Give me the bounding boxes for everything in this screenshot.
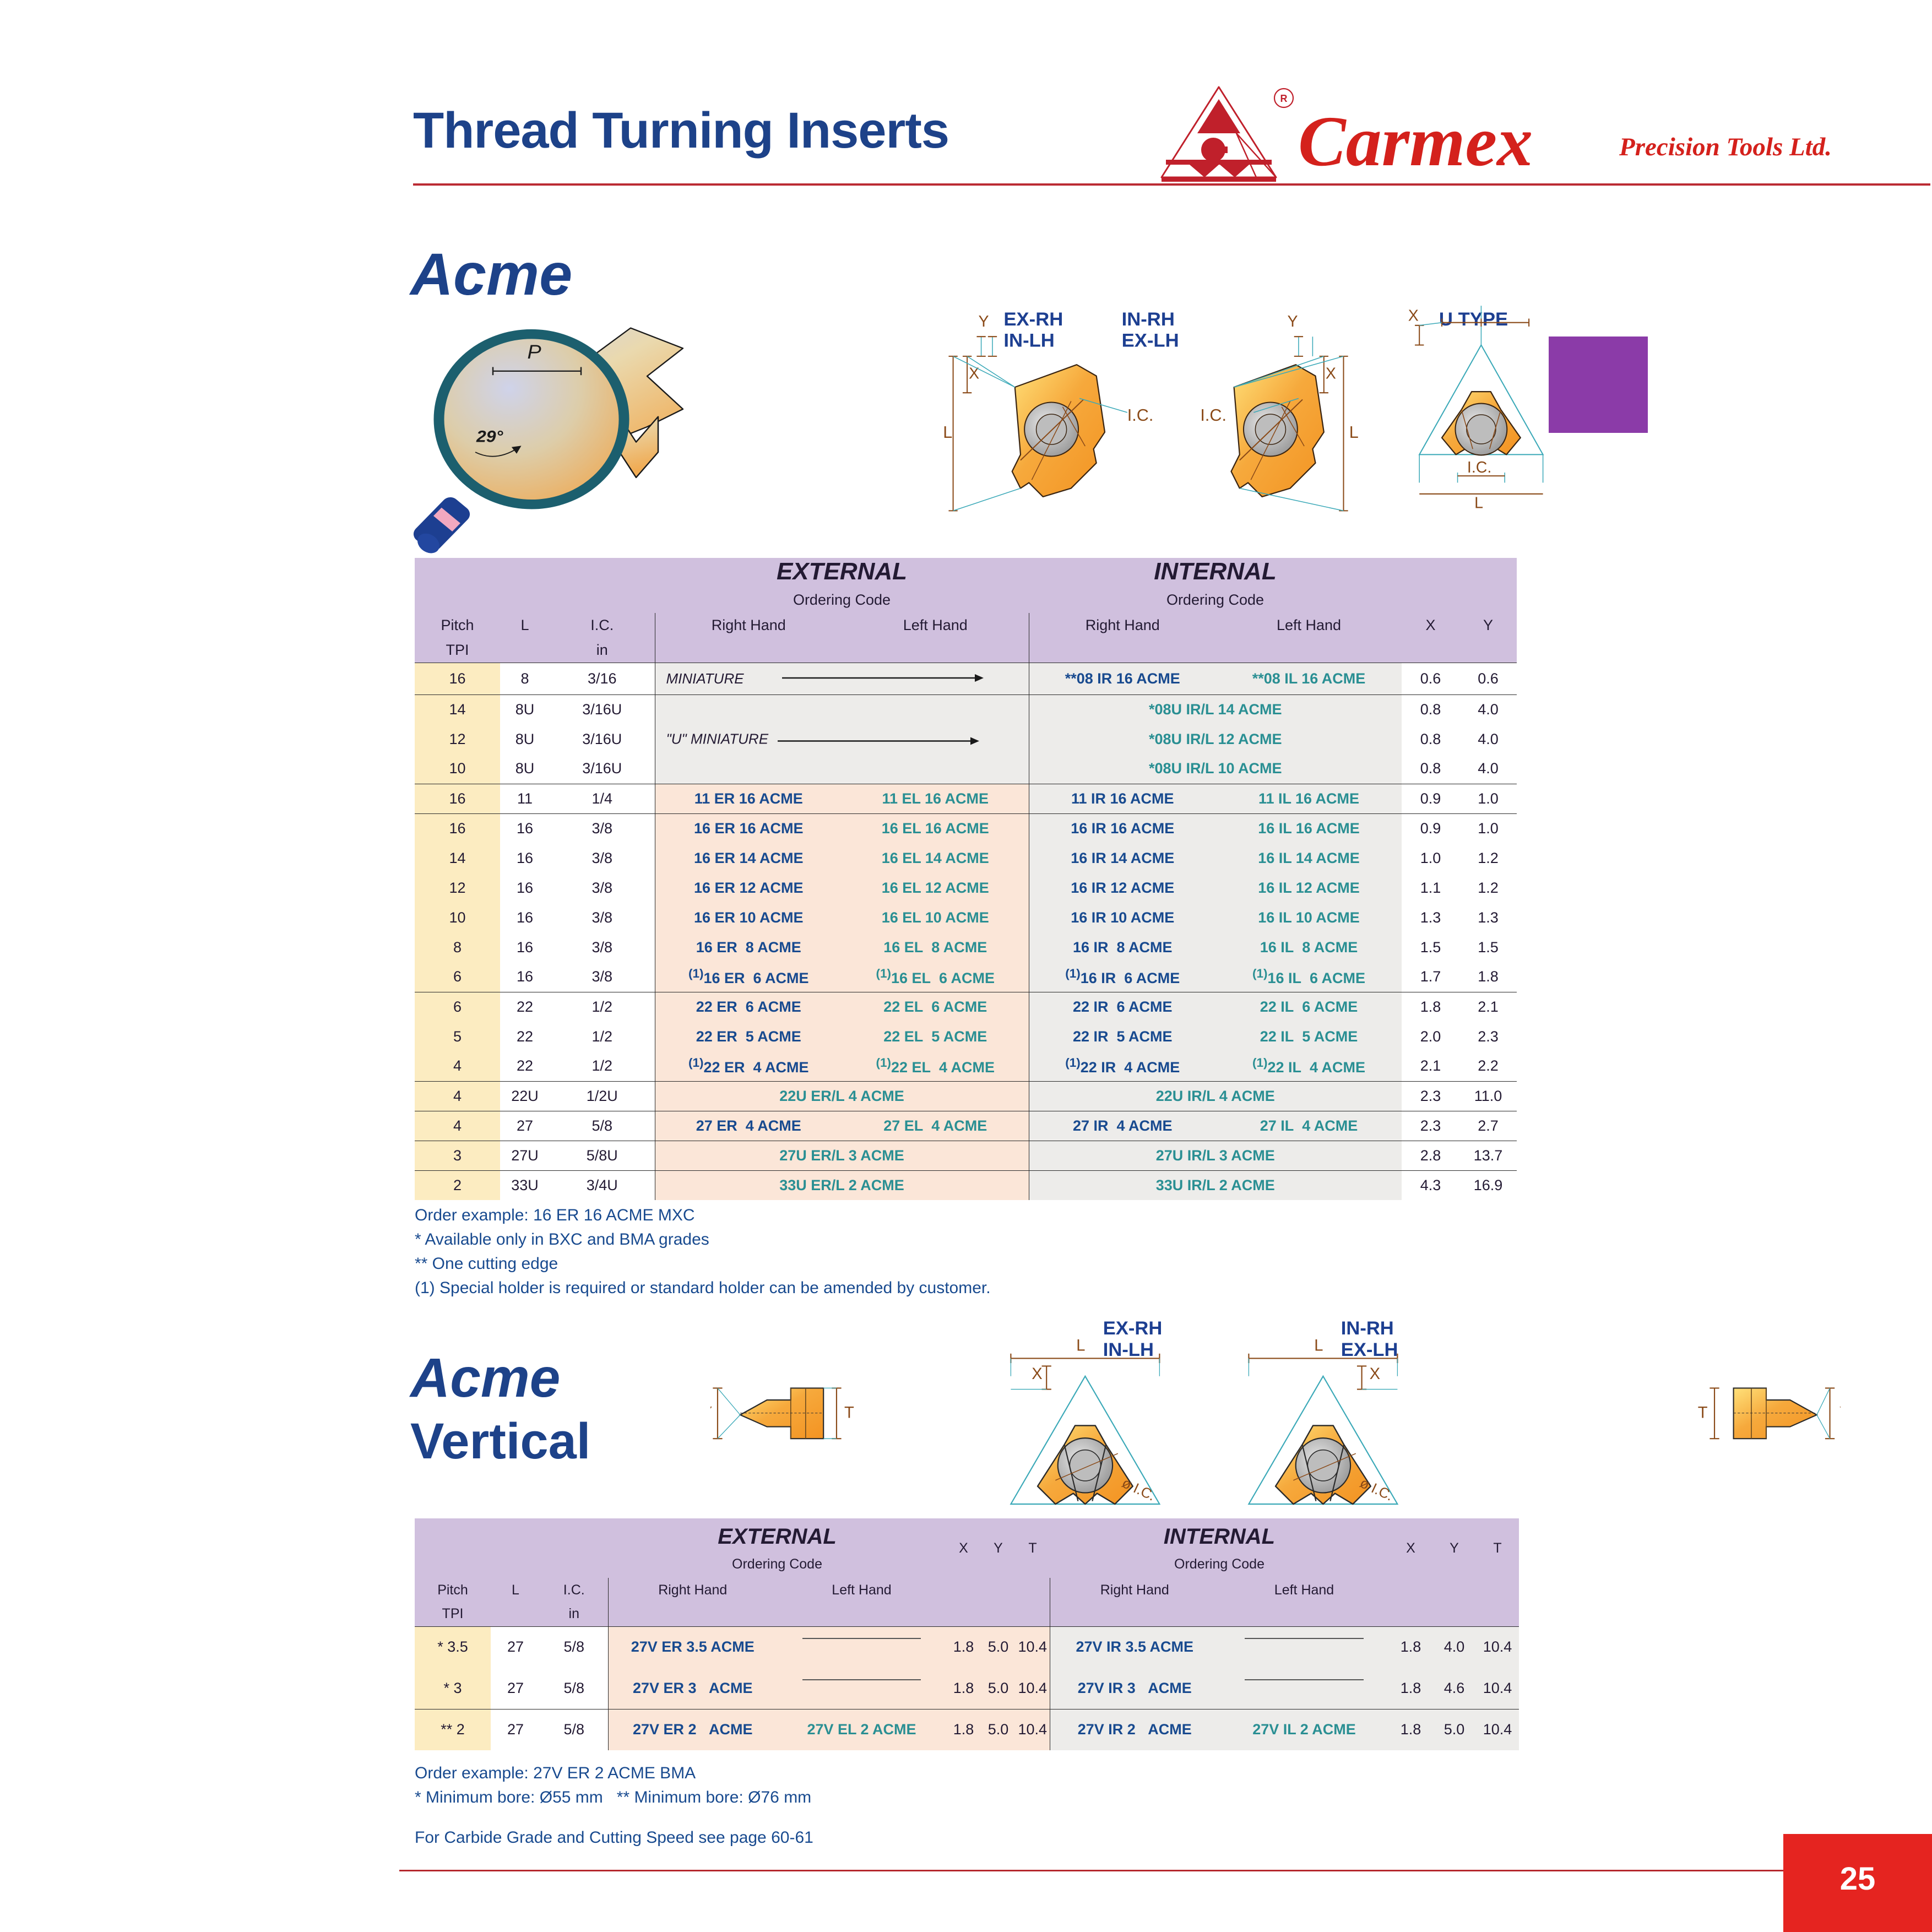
- svg-text:U TYPE: U TYPE: [1439, 309, 1508, 330]
- svg-text:Y: Y: [1288, 313, 1298, 330]
- svg-text:X: X: [1326, 365, 1336, 383]
- svg-text:T: T: [844, 1404, 854, 1421]
- svg-text:X: X: [1032, 1365, 1042, 1383]
- svg-text:IN-LH: IN-LH: [1103, 1339, 1154, 1360]
- svg-text:ø I.C.: ø I.C.: [1120, 1475, 1158, 1504]
- svg-text:Y: Y: [979, 313, 989, 330]
- svg-text:ø I.C.: ø I.C.: [1358, 1475, 1396, 1504]
- svg-text:EX-RH: EX-RH: [1103, 1318, 1163, 1339]
- svg-text:Carmex: Carmex: [1298, 102, 1533, 181]
- svg-text:X: X: [1408, 307, 1419, 325]
- svg-text:Y: Y: [1501, 303, 1511, 304]
- svg-text:L: L: [943, 423, 952, 442]
- svg-text:I.C.: I.C.: [1200, 406, 1227, 425]
- svg-text:EX-LH: EX-LH: [1122, 330, 1179, 351]
- svg-text:R: R: [1280, 93, 1288, 104]
- svg-text:L: L: [1349, 423, 1359, 442]
- svg-text:EX-LH: EX-LH: [1341, 1339, 1398, 1360]
- svg-text:Y: Y: [1839, 1404, 1841, 1421]
- svg-text:L: L: [1474, 494, 1483, 512]
- svg-text:EX-RH: EX-RH: [1003, 309, 1063, 330]
- svg-text:L: L: [1076, 1337, 1085, 1354]
- svg-text:I.C.: I.C.: [1127, 406, 1154, 425]
- svg-text:IN-RH: IN-RH: [1122, 309, 1175, 330]
- svg-text:P: P: [527, 341, 541, 362]
- svg-text:T: T: [1698, 1404, 1708, 1421]
- svg-text:IN-RH: IN-RH: [1341, 1318, 1394, 1339]
- svg-text:Precision Tools Ltd.: Precision Tools Ltd.: [1619, 133, 1832, 161]
- svg-text:I.C.: I.C.: [1467, 459, 1491, 476]
- svg-text:29°: 29°: [476, 427, 503, 446]
- svg-text:X: X: [1370, 1365, 1380, 1383]
- svg-text:Y: Y: [710, 1404, 712, 1421]
- svg-text:L: L: [1314, 1337, 1323, 1354]
- svg-text:IN-LH: IN-LH: [1003, 330, 1054, 351]
- svg-text:X: X: [969, 365, 979, 383]
